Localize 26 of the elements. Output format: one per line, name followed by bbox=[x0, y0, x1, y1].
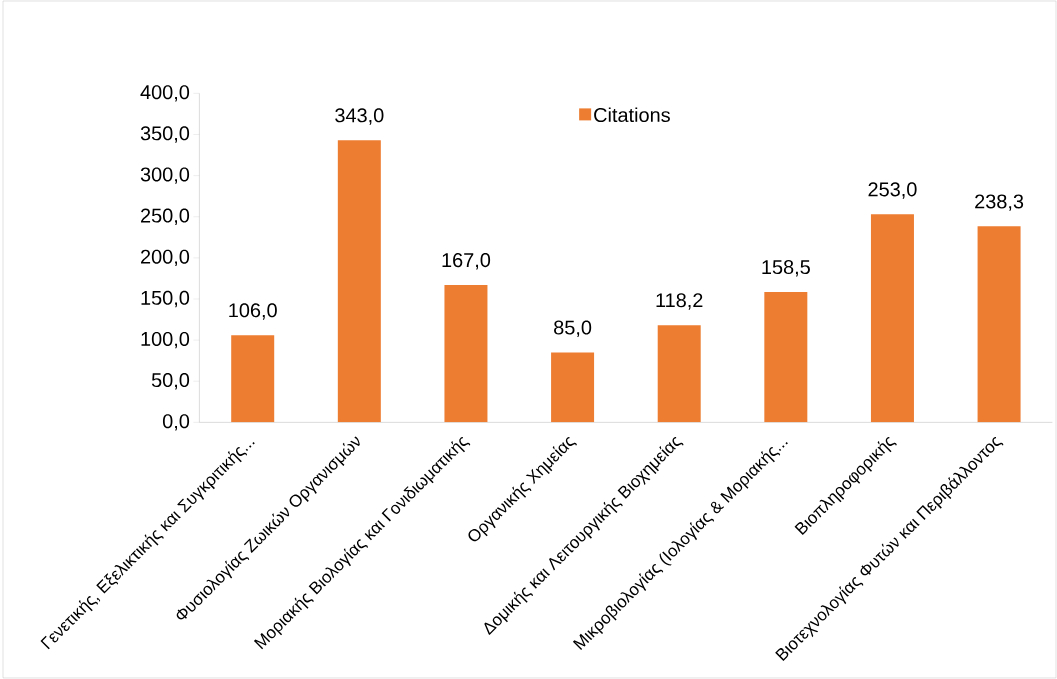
bar bbox=[444, 285, 488, 423]
bar bbox=[337, 140, 381, 423]
data-label: 343,0 bbox=[335, 108, 384, 125]
y-tick-label: 0,0 bbox=[162, 414, 190, 431]
y-tick-label: 100,0 bbox=[141, 331, 190, 349]
bar bbox=[551, 352, 595, 423]
bar bbox=[764, 292, 808, 423]
y-tick-label: 50,0 bbox=[151, 373, 190, 390]
y-tick-label: 250,0 bbox=[141, 208, 190, 225]
data-label: 253,0 bbox=[868, 182, 917, 199]
bar bbox=[870, 214, 914, 423]
data-label: 238,3 bbox=[975, 194, 1024, 211]
data-label: 118,2 bbox=[656, 293, 703, 310]
bar bbox=[657, 325, 701, 423]
data-label: 167,0 bbox=[442, 253, 491, 270]
y-tick-label: 350,0 bbox=[140, 126, 190, 143]
data-label: 85,0 bbox=[554, 320, 592, 337]
y-tick-label: 200,0 bbox=[141, 249, 190, 267]
bar bbox=[977, 226, 1021, 423]
y-tick-label: 300,0 bbox=[140, 167, 190, 184]
y-tick-label: 400,0 bbox=[140, 85, 190, 102]
data-label: 158,5 bbox=[762, 260, 810, 277]
y-tick-label: 150,0 bbox=[141, 290, 190, 308]
legend-label: Citations bbox=[594, 107, 670, 123]
bar bbox=[231, 335, 275, 423]
data-label: 106,0 bbox=[229, 303, 277, 320]
